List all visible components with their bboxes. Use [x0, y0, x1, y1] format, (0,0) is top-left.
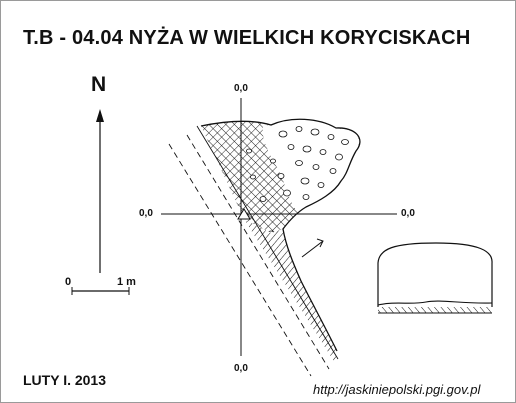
- coord-label-bottom: 0,0: [234, 363, 248, 374]
- scale-start-label: 0: [65, 276, 72, 288]
- north-arrow: [96, 109, 104, 273]
- cave-chamber: [200, 118, 361, 233]
- coord-label-top: 0,0: [234, 83, 248, 94]
- cave-cross-section: [377, 242, 493, 314]
- coord-label-left: 0,0: [139, 208, 153, 219]
- scale-end-label: 1 m: [117, 276, 136, 288]
- entrance-direction-arrow: [301, 238, 324, 258]
- map-title: T.B - 04.04 NYŻA W WIELKICH KORYCISKACH: [23, 27, 471, 49]
- survey-date: LUTY I. 2013: [23, 372, 107, 388]
- source-url[interactable]: http://jaskiniepolski.pgi.gov.pl: [313, 382, 481, 397]
- cave-passage: [244, 219, 338, 363]
- scale-bar: [71, 287, 130, 295]
- entrance-marker: [237, 208, 251, 220]
- north-label: N: [91, 73, 107, 96]
- coord-label-right: 0,0: [401, 208, 415, 219]
